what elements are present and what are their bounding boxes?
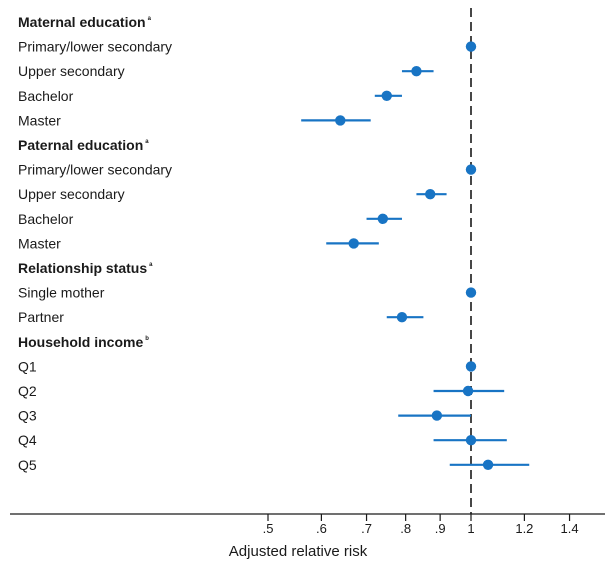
x-tick-label: 1.4 xyxy=(561,521,579,536)
x-tick-label: .6 xyxy=(316,521,327,536)
x-axis-title: Adjusted relative risk xyxy=(229,543,368,560)
row-label: Bachelor xyxy=(18,211,74,227)
row-label: Q5 xyxy=(18,457,37,473)
row-label: Primary/lower secondary xyxy=(18,162,172,178)
x-tick-label: .5 xyxy=(263,521,274,536)
estimate-point xyxy=(411,66,422,77)
row-labels: Maternal education a Primary/lower seconda… xyxy=(18,14,172,473)
estimate-marks xyxy=(301,41,530,470)
x-tick-label: 1.2 xyxy=(515,521,533,536)
row-label: Partner xyxy=(18,309,64,325)
estimate-point xyxy=(377,213,389,224)
estimate-point xyxy=(425,189,436,200)
estimate-point xyxy=(465,164,477,175)
group-footnote-marker: a xyxy=(145,139,149,145)
group-footnote-marker: b xyxy=(145,336,149,342)
x-tick-label: 1 xyxy=(467,521,474,536)
row-label: Q3 xyxy=(18,408,37,424)
estimate-point xyxy=(431,410,443,421)
row-label: Bachelor xyxy=(18,88,74,104)
group-footnote-marker: a xyxy=(148,16,152,22)
estimate-point xyxy=(482,459,494,470)
group-label: Household income b xyxy=(18,334,149,350)
group-label: Maternal education a xyxy=(18,14,152,30)
estimate-point xyxy=(465,287,477,298)
row-label: Master xyxy=(18,112,61,128)
row-label: Upper secondary xyxy=(18,63,125,79)
estimate-point xyxy=(465,41,477,52)
group-footnote-marker: a xyxy=(149,262,153,268)
row-label: Upper secondary xyxy=(18,186,125,202)
row-label: Master xyxy=(18,235,61,251)
x-tick-label: .9 xyxy=(435,521,446,536)
row-label: Q1 xyxy=(18,358,37,374)
row-label: Primary/lower secondary xyxy=(18,39,172,55)
row-label: Q2 xyxy=(18,383,37,399)
estimate-point xyxy=(348,238,359,249)
group-label: Paternal education a xyxy=(18,137,149,153)
row-label: Single mother xyxy=(18,285,105,301)
x-axis: .5 .6 .7 .8 .9 1 1.2 1.4 xyxy=(10,513,605,536)
estimate-point xyxy=(465,435,477,446)
row-label: Q4 xyxy=(18,432,37,448)
estimate-point xyxy=(381,90,392,102)
estimate-point xyxy=(396,312,408,323)
estimate-point xyxy=(335,115,346,126)
estimate-point xyxy=(465,361,477,372)
x-tick-label: .8 xyxy=(400,521,411,536)
estimate-point xyxy=(462,385,474,397)
x-tick-label: .7 xyxy=(361,521,372,536)
group-label: Relationship status a xyxy=(18,260,153,276)
